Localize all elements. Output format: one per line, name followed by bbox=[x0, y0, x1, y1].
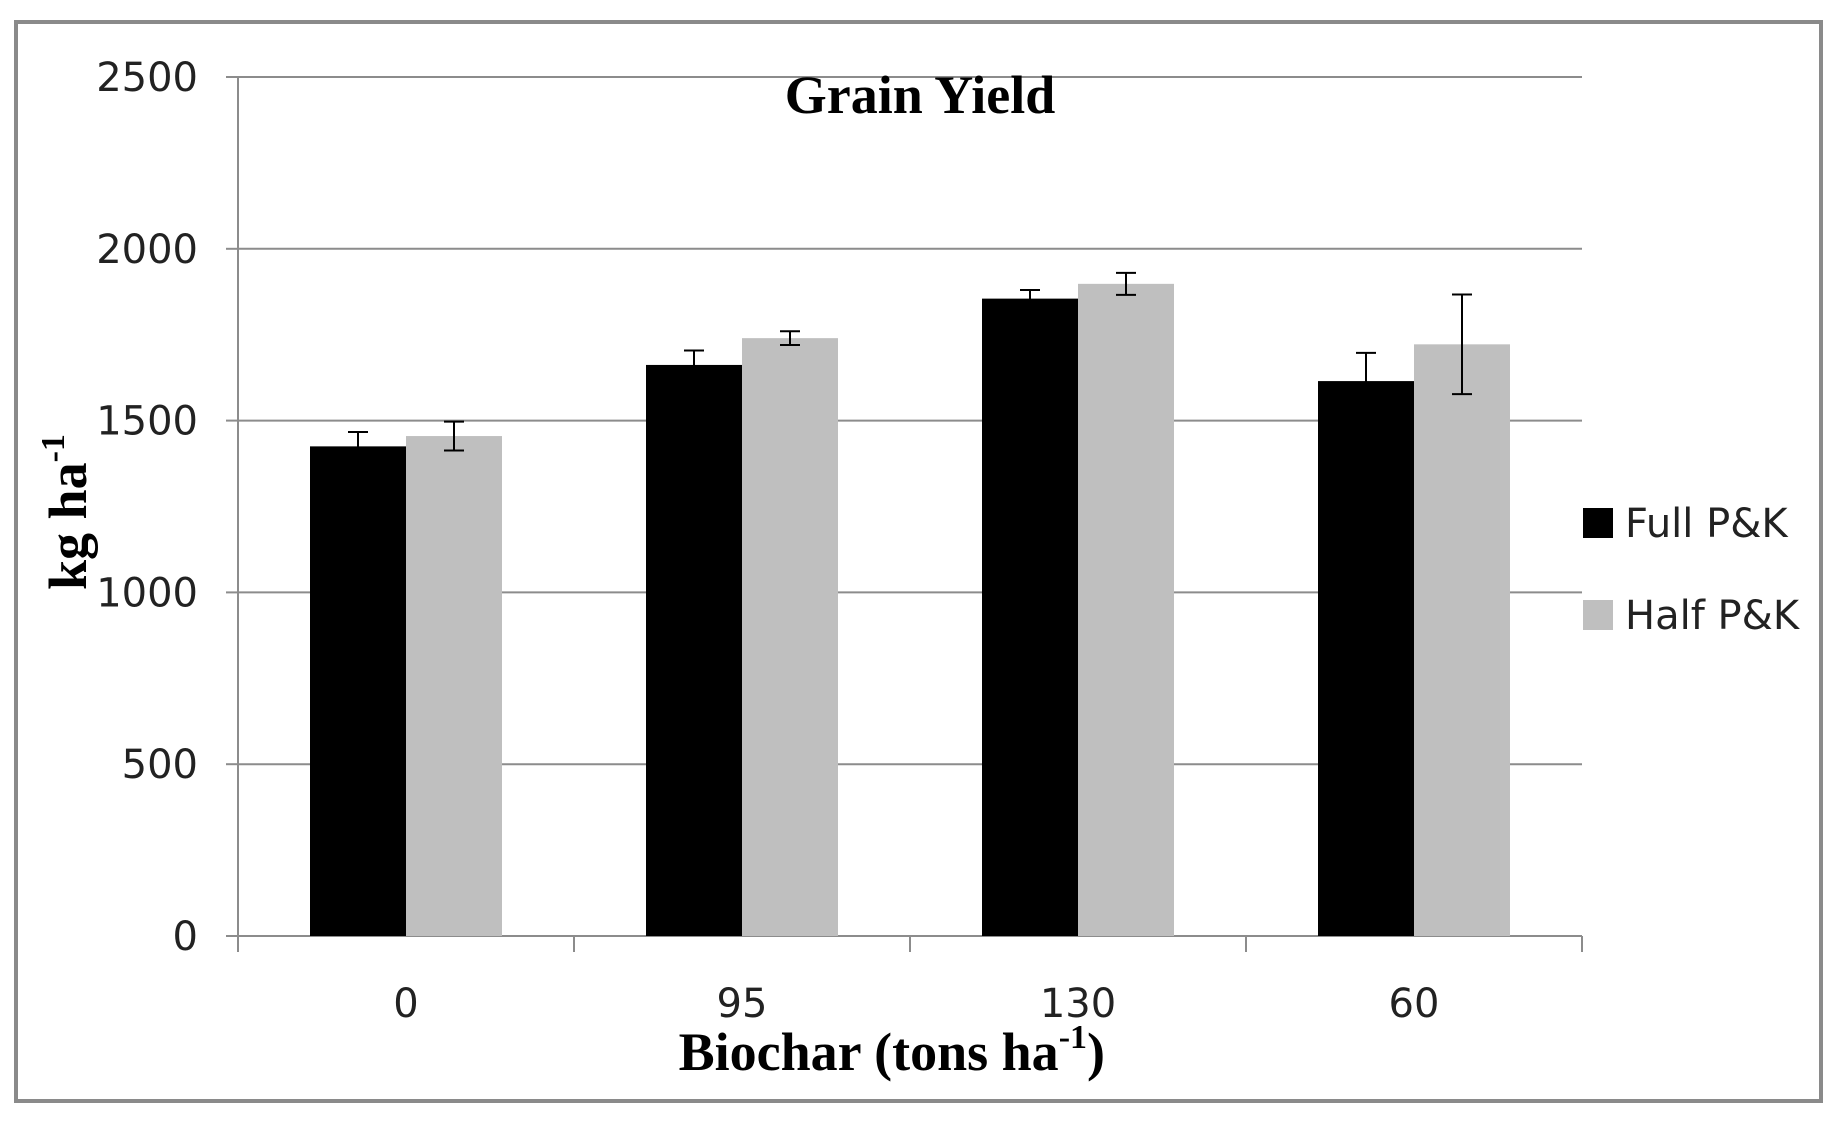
bar-half-95 bbox=[742, 338, 838, 936]
bar-full-130 bbox=[982, 298, 1078, 936]
error-bar-full-130 bbox=[1020, 289, 1040, 309]
bar-full-95 bbox=[646, 364, 742, 937]
x-axis-title-text: Biochar (tons ha bbox=[679, 1022, 1059, 1082]
error-bar-half-60 bbox=[1452, 293, 1472, 396]
bar-half-0 bbox=[406, 436, 502, 936]
bar-half-60 bbox=[1414, 344, 1510, 936]
y-tick-label: 500 bbox=[122, 742, 198, 788]
x-axis-title-superscript: -1 bbox=[1059, 1019, 1087, 1056]
legend-label-full: Full P&K bbox=[1625, 501, 1789, 547]
error-bar-half-130 bbox=[1116, 271, 1136, 296]
error-bar-half-0 bbox=[444, 420, 464, 452]
y-tick-label: 1000 bbox=[96, 570, 198, 616]
error-bar-full-95 bbox=[684, 349, 704, 381]
bar-full-60 bbox=[1318, 381, 1414, 936]
y-tick-labels: 0 500 1000 1500 2000 2500 bbox=[96, 55, 198, 960]
y-tick-label: 2500 bbox=[96, 55, 198, 101]
legend-label-half: Half P&K bbox=[1625, 593, 1801, 639]
y-tick-label: 2000 bbox=[96, 227, 198, 273]
y-axis-title-superscript: -1 bbox=[35, 434, 72, 462]
y-axis-title-text: kg ha bbox=[38, 462, 98, 590]
bar-full-0 bbox=[310, 446, 406, 936]
bar-half-130 bbox=[1078, 283, 1174, 937]
chart-title: Grain Yield bbox=[785, 65, 1056, 125]
x-tick-label: 0 bbox=[393, 981, 418, 1027]
x-tick-labels: 0 95 130 60 bbox=[393, 981, 1439, 1027]
bars bbox=[310, 283, 1510, 937]
legend-swatch-full bbox=[1583, 508, 1613, 538]
y-axis-title: kg ha-1 bbox=[35, 434, 98, 590]
legend-swatch-half bbox=[1583, 600, 1613, 630]
error-bars bbox=[348, 271, 1472, 462]
x-axis-title-suffix: ) bbox=[1087, 1022, 1105, 1082]
y-tick-label: 0 bbox=[173, 914, 198, 960]
y-tick-label: 1500 bbox=[96, 399, 198, 445]
error-bar-half-95 bbox=[780, 330, 800, 347]
legend: Full P&K Half P&K bbox=[1583, 501, 1801, 639]
x-tick-label: 95 bbox=[717, 981, 768, 1027]
x-tick-label: 60 bbox=[1389, 981, 1440, 1027]
x-tick-label: 130 bbox=[1040, 981, 1116, 1027]
error-bar-full-0 bbox=[348, 430, 368, 462]
error-bar-full-60 bbox=[1356, 351, 1376, 411]
x-axis-title: Biochar (tons ha-1) bbox=[679, 1019, 1105, 1082]
